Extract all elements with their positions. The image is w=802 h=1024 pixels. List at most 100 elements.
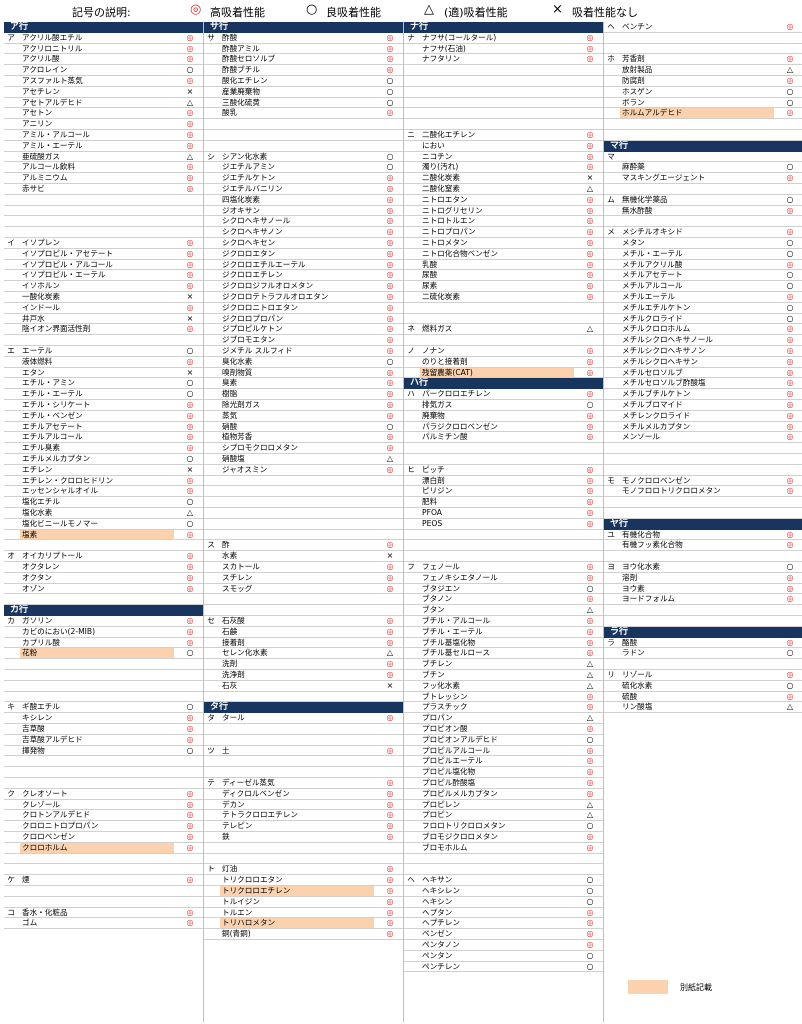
substance-name: テトラクロロエチレン — [222, 810, 298, 820]
table-row: メチルクロロホルム ◎ — [604, 324, 802, 336]
table-row: ブチル基セルロース ◎ — [404, 648, 604, 660]
substance-name: ブタジエン — [422, 583, 460, 593]
table-row: オクタレン ◎ — [4, 562, 204, 573]
substance-name: エチル臭素 — [22, 443, 60, 453]
adsorption-rating: ◎ — [386, 238, 394, 247]
table-row: 硫化水素 ○ — [604, 681, 802, 692]
adsorption-rating: ◎ — [786, 259, 794, 269]
table-row: 乳酸 ◎ — [404, 260, 604, 271]
adsorption-rating: ◎ — [586, 832, 594, 841]
substance-name: 硫酸 — [622, 691, 638, 701]
table-row: メチルエーテル ◎ — [604, 292, 802, 303]
substance-name: パルミチン酸 — [422, 432, 468, 442]
kana-index: ツ — [207, 745, 215, 755]
legend-title: 記号の説明: — [72, 6, 131, 19]
table-row — [204, 508, 404, 519]
adsorption-rating: ◎ — [786, 324, 794, 334]
table-row: ヘキシン ○ — [404, 897, 604, 908]
substance-name: 溶剤 — [622, 572, 638, 582]
substance-name: ニトロエタン — [422, 194, 468, 204]
substance-name: アクリル酸エチル — [22, 32, 83, 42]
table-row: メチルアルコール ○ — [604, 281, 802, 292]
triangle-symbol: △ — [424, 2, 434, 17]
table-row — [404, 454, 604, 465]
substance-name: プロピル酢酸塩 — [422, 778, 476, 787]
substance-name: 樹脂 — [222, 389, 238, 399]
substance-name: ジエチルバニリン — [222, 184, 283, 193]
adsorption-rating: ◎ — [386, 302, 394, 312]
substance-name: ヘキシン — [422, 896, 453, 906]
adsorption-rating: ◎ — [586, 194, 594, 204]
table-row: ホスゲン ○ — [604, 87, 802, 98]
table-row: ジクロロニトロエタン ◎ — [204, 303, 404, 314]
adsorption-rating: ○ — [786, 162, 794, 172]
adsorption-rating: ◎ — [186, 54, 194, 64]
table-row: 硝酸 ○ — [204, 422, 404, 433]
table-row — [404, 540, 604, 552]
table-row: ヨウ素 ◎ — [604, 584, 802, 595]
substance-name: メチルブチルケトン — [622, 389, 691, 399]
substance-name: ジクロロエチレン — [222, 270, 283, 280]
substance-name: 鉄 — [222, 832, 230, 841]
table-row: 無水酢酸 ◎ — [604, 206, 802, 217]
adsorption-rating: ◎ — [586, 140, 594, 150]
table-row: ベンゼン ◎ — [404, 929, 604, 940]
table-row — [4, 594, 204, 606]
table-row: アミル・エーテル ◎ — [4, 141, 204, 152]
table-row: クロロベンゼン ◎ — [4, 832, 204, 843]
table-row: ペンチレン ○ — [404, 962, 604, 973]
table-row: アセトン ◎ — [4, 108, 204, 120]
table-row: イソホルン ◎ — [4, 281, 204, 292]
adsorption-rating: ◎ — [586, 162, 594, 172]
substance-name: 灯油 — [222, 864, 238, 874]
adsorption-rating: ◎ — [386, 335, 394, 345]
table-row: クロロニトロプロパン ◎ — [4, 821, 204, 832]
adsorption-rating: ◎ — [586, 54, 594, 64]
table-row: ジャオスミン ◎ — [204, 465, 404, 476]
adsorption-rating: ◎ — [386, 670, 394, 679]
substance-name: ジクロロジフルオロメタン — [222, 281, 314, 291]
substance-name: ブチル基塩化物 — [422, 637, 476, 647]
adsorption-rating: △ — [586, 184, 594, 193]
table-row: トリクロロエタン ◎ — [204, 875, 404, 886]
substance-name: エチレン・クロロヒドリン — [22, 475, 114, 485]
substance-name: 水素 — [222, 551, 238, 561]
substance-name: 洗浄剤 — [222, 670, 245, 679]
table-row: ニトロ化合物ベンゼン ◎ — [404, 249, 604, 260]
section-title: ラ行 — [610, 626, 629, 637]
substance-name: 嗅剤物質 — [222, 367, 253, 377]
adsorption-rating: ○ — [186, 378, 194, 388]
table-row: 吉草酸 ◎ — [4, 724, 204, 735]
table-row: ゴム ◎ — [4, 918, 204, 930]
substance-name: 土 — [222, 745, 230, 755]
section-title: マ行 — [610, 140, 629, 151]
kana-index: ム — [607, 194, 615, 204]
table-row: メタン ○ — [604, 238, 802, 249]
table-row: メチルアクリル酸 ◎ — [604, 260, 802, 271]
adsorption-rating: ◎ — [586, 691, 594, 701]
table-row: メチルシクロヘキサノール ◎ — [604, 335, 802, 346]
adsorption-rating: ◎ — [386, 184, 394, 193]
adsorption-rating: ◎ — [186, 270, 194, 280]
adsorption-rating: ◎ — [586, 259, 594, 269]
substance-name: ラドン — [622, 648, 645, 658]
table-row: 液体燃料 ◎ — [4, 357, 204, 368]
adsorption-rating: △ — [586, 605, 594, 615]
adsorption-rating: ◎ — [386, 227, 394, 237]
substance-name: フェノキシエタノール — [422, 572, 498, 582]
substance-name: アミル・アルコール — [22, 130, 90, 139]
table-row: スモッグ ◎ — [204, 584, 404, 595]
adsorption-rating: ○ — [386, 86, 394, 96]
adsorption-rating: ◎ — [586, 43, 594, 53]
table-row — [604, 184, 802, 195]
adsorption-rating: △ — [586, 324, 594, 334]
substance-name: におい — [422, 140, 445, 150]
substance-name: トリハロメタン — [220, 918, 374, 929]
adsorption-rating: ◎ — [186, 119, 194, 129]
table-row: パラジクロロベンゼン ◎ — [404, 422, 604, 433]
table-row: 二酸化窒素 △ — [404, 184, 604, 195]
substance-name: 石灰 — [222, 680, 238, 690]
substance-name: 銅(青銅) — [222, 929, 251, 939]
table-row: ナフサ(石油) ◎ — [404, 44, 604, 55]
adsorption-rating: ◎ — [186, 400, 194, 409]
